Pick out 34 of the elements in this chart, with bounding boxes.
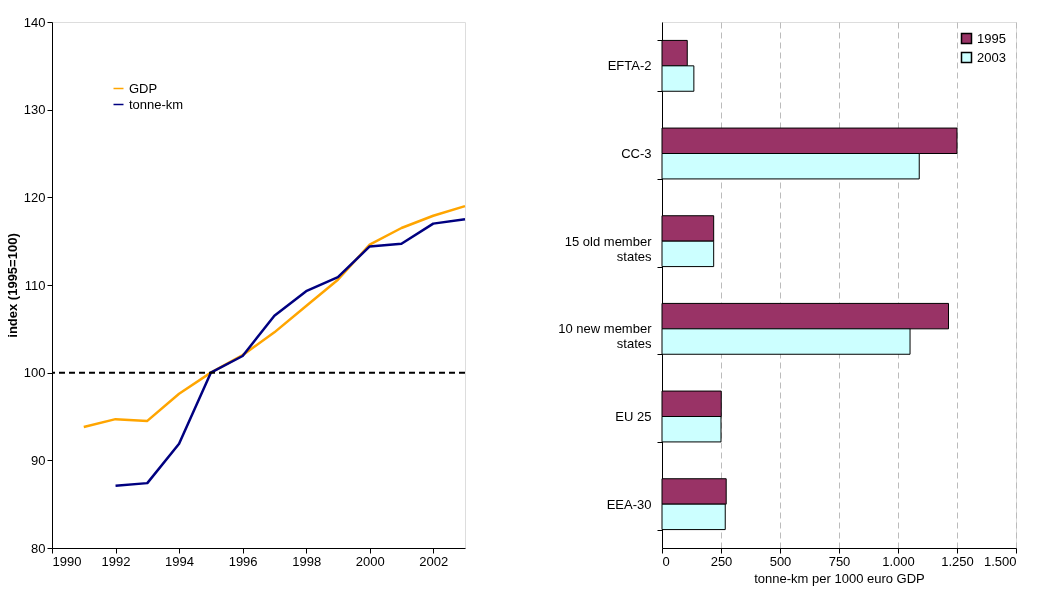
x-tick-label: 750 bbox=[828, 553, 851, 569]
y-tick-label: 80 bbox=[31, 540, 46, 556]
x-tick-label: 250 bbox=[710, 553, 733, 569]
x-axis-title: tonne-km per 1000 euro GDP bbox=[754, 570, 925, 586]
y-tick-label: 15 old member states bbox=[564, 233, 653, 264]
y-tick-label: 90 bbox=[31, 452, 46, 468]
x-tick-label: 500 bbox=[769, 553, 792, 569]
y-tick-label: CC-3 bbox=[621, 146, 652, 161]
y-tick-label: 140 bbox=[23, 14, 46, 30]
x-tick-label: 1996 bbox=[228, 553, 258, 569]
legend-label: 1995 bbox=[977, 30, 1006, 46]
y-tick-label: EU 25 bbox=[615, 409, 652, 424]
legend-label: GDP bbox=[129, 80, 158, 96]
x-tick-label: 2002 bbox=[419, 553, 449, 569]
x-tick-label: 2000 bbox=[355, 553, 385, 569]
line-series bbox=[114, 218, 467, 488]
x-tick-label: 0 bbox=[662, 553, 670, 569]
x-tick-label: 1.500 bbox=[983, 553, 1017, 569]
y-axis-title: index (1995=100) bbox=[4, 233, 20, 338]
legend-label: tonne-km bbox=[129, 96, 184, 112]
y-tick-label: 100 bbox=[23, 365, 46, 381]
y-tick-label: EFTA-2 bbox=[607, 58, 652, 74]
x-tick-label: 1998 bbox=[292, 553, 322, 569]
x-tick-label: 1990 bbox=[52, 553, 82, 569]
y-tick-label: 120 bbox=[23, 189, 46, 205]
y-tick-label: 10 new member states bbox=[558, 321, 653, 352]
x-tick-label: 1992 bbox=[101, 553, 131, 569]
x-tick-label: 1.000 bbox=[882, 553, 915, 569]
legend-label: 2003 bbox=[977, 49, 1006, 65]
x-tick-label: 1994 bbox=[165, 553, 195, 569]
y-tick-label: EEA-30 bbox=[606, 496, 652, 512]
y-tick-label: 130 bbox=[23, 102, 46, 118]
x-tick-label: 1.250 bbox=[941, 553, 974, 569]
y-tick-label: 110 bbox=[24, 277, 46, 293]
